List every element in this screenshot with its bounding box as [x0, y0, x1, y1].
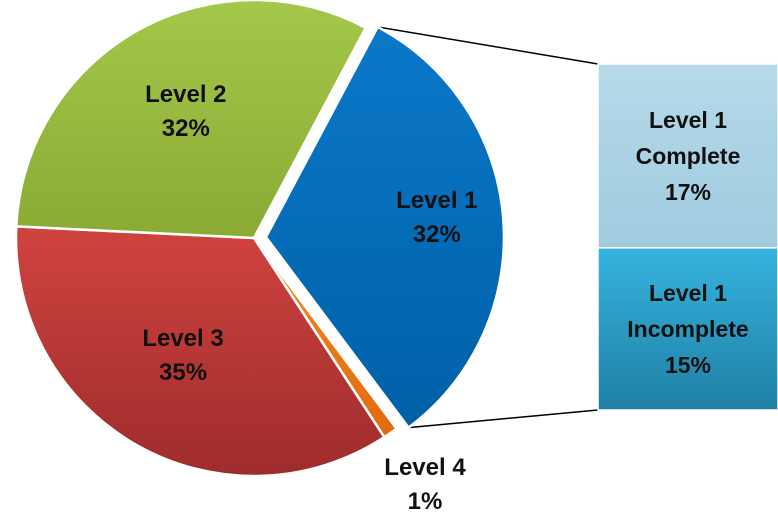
bar-label-complete: Level 1 Complete 17% — [636, 107, 741, 205]
bar-segment-complete — [597, 63, 778, 249]
connector-top — [377, 26, 599, 65]
connector-bottom — [408, 409, 599, 429]
pie — [14, 0, 506, 478]
label-level3: Level 3 35% — [142, 325, 223, 386]
bar-label-incomplete: Level 1 Incomplete 15% — [627, 280, 748, 378]
connector-lines — [377, 26, 599, 429]
label-level1: Level 1 32% — [396, 187, 477, 248]
label-level2: Level 2 32% — [145, 81, 226, 142]
label-level4: Level 4 1% — [384, 454, 466, 515]
pie-slice-level3 — [14, 225, 387, 478]
pie-slice-level2 — [14, 0, 368, 240]
breakdown-bar — [597, 63, 778, 411]
bar-segment-incomplete — [597, 247, 778, 411]
pie-slice-level1 — [264, 25, 506, 430]
data-labels: Level 1 32% Level 4 1% Level 3 35% Level 2 32% L… — [142, 81, 748, 515]
